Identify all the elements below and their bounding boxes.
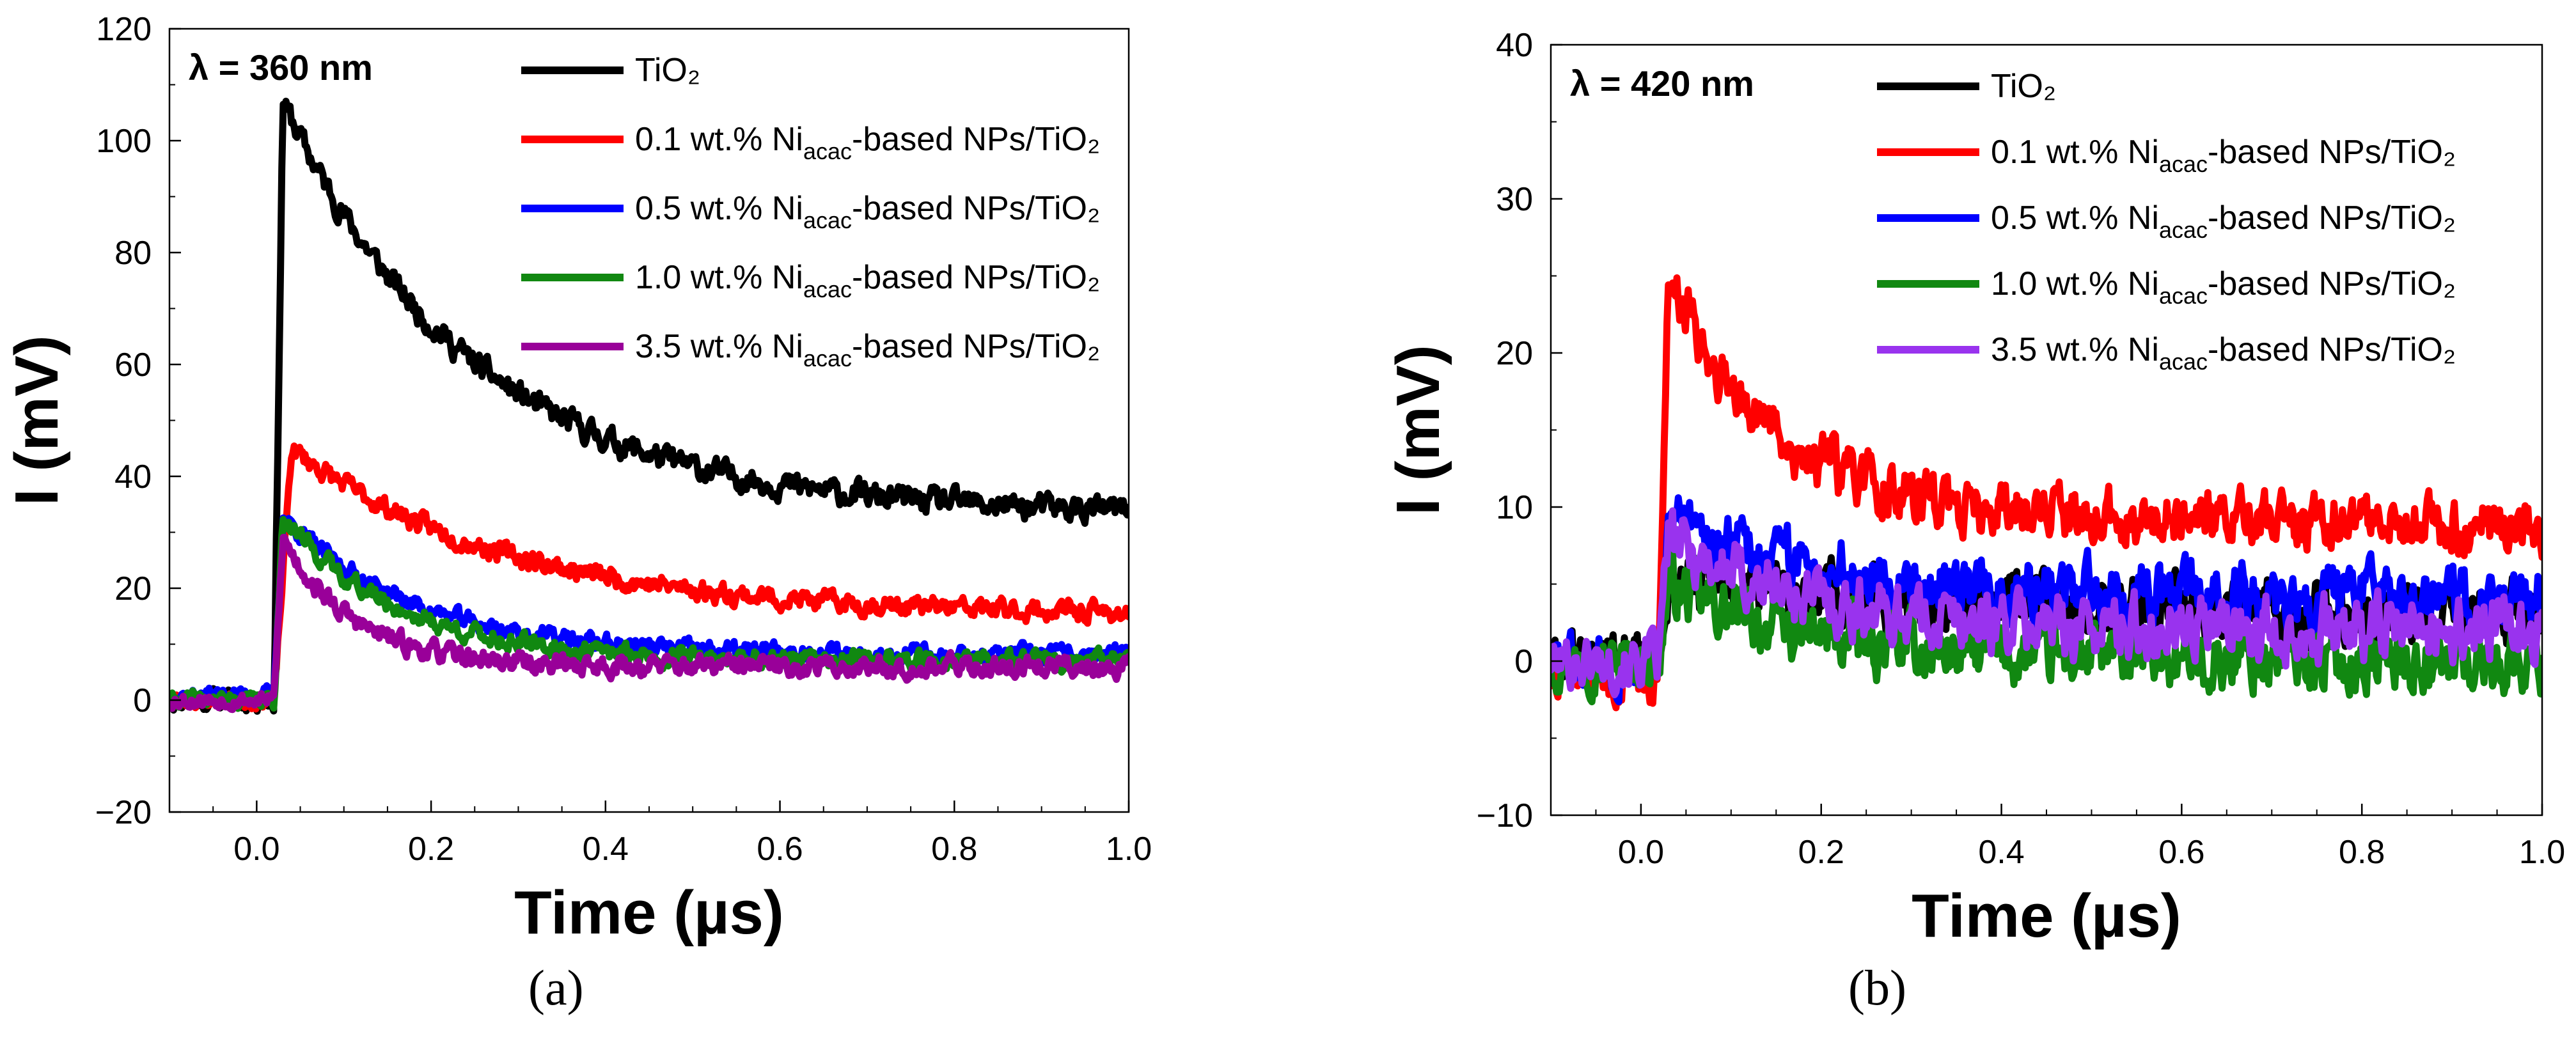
y-axis-label-a: I (mV) <box>3 335 71 506</box>
series-line-a-4 <box>169 534 1129 714</box>
panel-label-b: (b) <box>1848 960 1906 1015</box>
x-tick-label-b-0: 0.0 <box>1618 834 1664 871</box>
y-tick-label-a-1: 0 <box>133 682 152 719</box>
y-tick-label-a-3: 40 <box>114 458 152 496</box>
y-tick-label-a-5: 80 <box>114 235 152 272</box>
series-line-b-1 <box>1551 274 2542 712</box>
legend-label-b-3: 1.0 wt.% Niacac-based NPs/TiO₂ <box>1991 265 2456 309</box>
chart-panel-b: 0.0 0.2 0.4 0.6 0.8 1.0 −10 0 10 20 30 40 Time (µs) I… <box>1384 27 2565 950</box>
series-line-a-0 <box>169 97 1129 715</box>
wavelength-label-a: λ = 360 nm <box>189 47 373 88</box>
y-tick-label-b-5: 40 <box>1496 27 1533 64</box>
x-tick-label-a-3: 0.6 <box>757 831 803 868</box>
legend-label-b-4: 3.5 wt.% Niacac-based NPs/TiO₂ <box>1991 331 2456 375</box>
legend-label-a-2: 0.5 wt.% Niacac-based NPs/TiO₂ <box>635 190 1100 233</box>
series-line-a-1 <box>169 442 1129 713</box>
y-axis-label-b: I (mV) <box>1384 345 1452 515</box>
chart-panel-a: 0.0 0.2 0.4 0.6 0.8 1.0 −20 0 20 40 60 80 100 120 Time… <box>3 11 1152 947</box>
legend-label-a-3: 1.0 wt.% Niacac-based NPs/TiO₂ <box>635 259 1100 302</box>
y-tick-label-a-0: −20 <box>95 794 152 831</box>
x-tick-label-b-1: 0.2 <box>1798 834 1844 871</box>
y-tick-label-b-2: 10 <box>1496 489 1533 526</box>
legend-label-b-1: 0.1 wt.% Niacac-based NPs/TiO₂ <box>1991 134 2456 177</box>
y-tick-label-b-0: −10 <box>1477 797 1533 834</box>
x-axis-label-b: Time (µs) <box>1912 882 2181 950</box>
y-tick-label-b-4: 30 <box>1496 181 1533 218</box>
x-axis-label-a: Time (µs) <box>514 879 784 947</box>
legend-label-b-2: 0.5 wt.% Niacac-based NPs/TiO₂ <box>1991 199 2456 243</box>
x-tick-label-a-1: 0.2 <box>408 831 454 868</box>
x-tick-label-a-0: 0.0 <box>233 831 279 868</box>
x-tick-label-a-4: 0.8 <box>931 831 977 868</box>
legend-label-b-0: TiO₂ <box>1991 68 2056 105</box>
panel-label-a: (a) <box>528 960 584 1015</box>
y-tick-label-b-1: 0 <box>1514 643 1533 680</box>
x-tick-label-a-2: 0.4 <box>583 831 629 868</box>
legend-label-a-4: 3.5 wt.% Niacac-based NPs/TiO₂ <box>635 328 1100 371</box>
y-tick-label-a-7: 120 <box>96 11 152 48</box>
legend-label-a-1: 0.1 wt.% Niacac-based NPs/TiO₂ <box>635 121 1100 164</box>
series-line-b-4 <box>1551 507 2542 699</box>
x-tick-label-b-3: 0.6 <box>2158 834 2204 871</box>
y-tick-label-a-2: 20 <box>114 570 152 607</box>
x-tick-label-a-5: 1.0 <box>1106 831 1152 868</box>
x-tick-label-b-2: 0.4 <box>1978 834 2024 871</box>
x-tick-label-b-4: 0.8 <box>2339 834 2385 871</box>
y-tick-label-a-4: 60 <box>114 347 152 384</box>
y-tick-label-a-6: 100 <box>96 123 152 160</box>
x-tick-label-b-5: 1.0 <box>2519 834 2565 871</box>
y-tick-label-b-3: 20 <box>1496 335 1533 372</box>
wavelength-label-b: λ = 420 nm <box>1570 63 1754 104</box>
legend-label-a-0: TiO₂ <box>635 52 700 89</box>
